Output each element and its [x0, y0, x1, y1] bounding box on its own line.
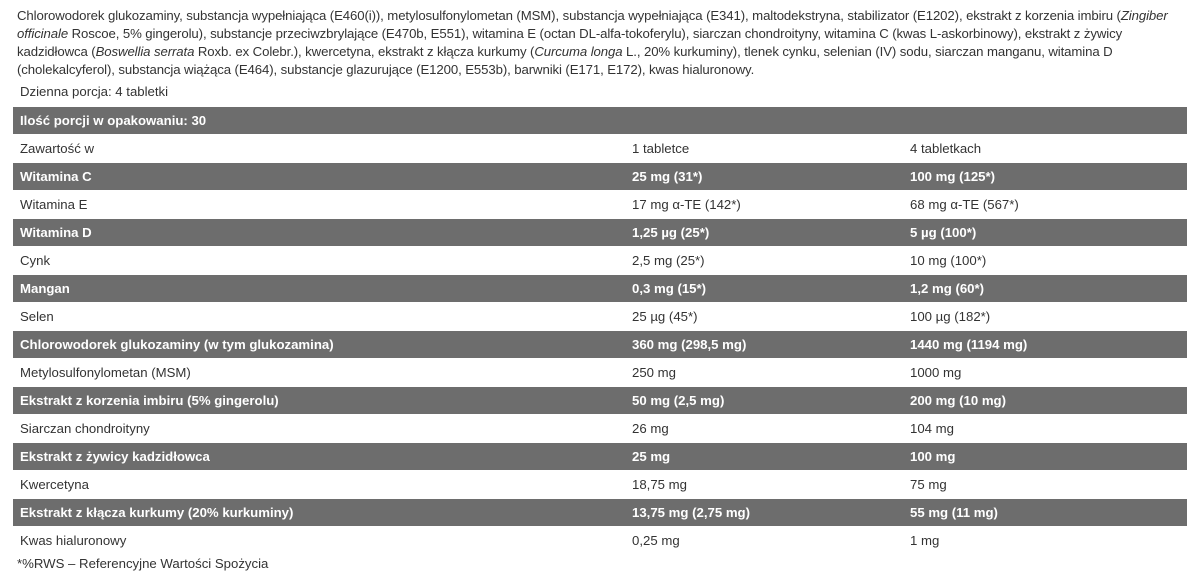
table-header-row: Zawartość w 1 tabletce 4 tabletkach [13, 135, 1187, 163]
amount-per-4-tablets: 1,2 mg (60*) [910, 281, 985, 296]
amount-per-4-tablets: 10 mg (100*) [910, 253, 987, 268]
ingredient-text-segment: L., 20% kurkuminy), tlenek cynku, seleni… [17, 44, 1113, 77]
header-cell: 1 tabletce [632, 141, 690, 156]
amount-per-4-tablets: 200 mg (10 mg) [910, 393, 1007, 408]
table-row: Siarczan chondroityny 26 mg 104 mg [13, 415, 1187, 443]
amount-per-tablet: 18,75 mg [632, 477, 687, 492]
table-row: Mangan 0,3 mg (15*) 1,2 mg (60*) [13, 275, 1187, 303]
ingredient-latin-name: Boswellia serrata [95, 44, 195, 59]
amount-per-4-tablets: 1000 mg [910, 365, 962, 380]
ingredient-text-segment: Roxb. ex Colebr.), kwercetyna, ekstrakt … [194, 44, 535, 59]
amount-per-4-tablets: 75 mg [910, 477, 947, 492]
amount-per-tablet: 2,5 mg (25*) [632, 253, 705, 268]
amount-per-4-tablets: 5 µg (100*) [910, 225, 977, 240]
nutrient-name: Chlorowodorek glukozaminy (w tym glukoza… [20, 337, 334, 352]
header-cell: Zawartość w [20, 141, 95, 156]
amount-per-tablet: 25 mg [632, 449, 671, 464]
amount-per-tablet: 25 mg (31*) [632, 169, 703, 184]
amount-per-tablet: 50 mg (2,5 mg) [632, 393, 725, 408]
nutrient-name: Ekstrakt z korzenia imbiru (5% gingerolu… [20, 393, 279, 408]
nutrient-name: Selen [20, 309, 54, 324]
ingredient-latin-name: Zingiber officinale [17, 8, 1168, 41]
ingredient-text-segment: Roscoe, 5% gingerolu), substancje przeci… [17, 26, 1123, 59]
amount-per-4-tablets: 55 mg (11 mg) [910, 505, 998, 520]
amount-per-tablet: 250 mg [632, 365, 676, 380]
daily-portion: Dzienna porcja: 4 tabletki [20, 84, 169, 99]
table-row: Kwercetyna 18,75 mg 75 mg [13, 471, 1187, 499]
nutrition-table: Ilość porcji w opakowaniu: 30 Zawartość … [13, 107, 1187, 555]
amount-per-4-tablets: 100 µg (182*) [910, 309, 991, 324]
table-row: Witamina D 1,25 µg (25*) 5 µg (100*) [13, 219, 1187, 247]
table-row: Selen 25 µg (45*) 100 µg (182*) [13, 303, 1187, 331]
table-row: Kwas hialuronowy 0,25 mg 1 mg [13, 527, 1187, 555]
table-row: Cynk 2,5 mg (25*) 10 mg (100*) [13, 247, 1187, 275]
amount-per-tablet: 13,75 mg (2,75 mg) [632, 505, 751, 520]
amount-per-tablet: 360 mg (298,5 mg) [632, 337, 747, 352]
ingredient-text-segment: Chlorowodorek glukozaminy, substancja wy… [17, 8, 1121, 23]
nutrient-name: Ekstrakt z kłącza kurkumy (20% kurkuminy… [20, 505, 294, 520]
nutrient-name: Witamina E [20, 197, 88, 212]
amount-per-tablet: 25 µg (45*) [632, 309, 698, 324]
footnote: *%RWS – Referencyjne Wartości Spożycia [17, 556, 269, 571]
table-row: Ekstrakt z korzenia imbiru (5% gingerolu… [13, 387, 1187, 415]
amount-per-4-tablets: 1440 mg (1194 mg) [910, 337, 1028, 352]
nutrient-name: Cynk [20, 253, 51, 268]
nutrient-name: Metylosulfonylometan (MSM) [20, 365, 191, 380]
table-title-row: Ilość porcji w opakowaniu: 30 [13, 107, 1187, 135]
ingredients-text: Chlorowodorek glukozaminy, substancja wy… [17, 7, 1187, 79]
table-row: Ekstrakt z żywicy kadzidłowca 25 mg 100 mg [13, 443, 1187, 471]
nutrient-name: Siarczan chondroityny [20, 421, 150, 436]
amount-per-tablet: 1,25 µg (25*) [632, 225, 710, 240]
table-row: Chlorowodorek glukozaminy (w tym glukoza… [13, 331, 1187, 359]
ingredient-latin-name: Curcuma longa [534, 44, 623, 59]
table-title: Ilość porcji w opakowaniu: 30 [20, 113, 207, 128]
nutrient-name: Kwas hialuronowy [20, 533, 127, 548]
amount-per-tablet: 0,25 mg [632, 533, 680, 548]
table-row: Metylosulfonylometan (MSM) 250 mg 1000 mg [13, 359, 1187, 387]
amount-per-4-tablets: 104 mg [910, 421, 954, 436]
amount-per-4-tablets: 68 mg α-TE (567*) [910, 197, 1019, 212]
table-row: Witamina C 25 mg (31*) 100 mg (125*) [13, 163, 1187, 191]
nutrient-name: Kwercetyna [20, 477, 89, 492]
amount-per-tablet: 0,3 mg (15*) [632, 281, 707, 296]
table-row: Witamina E 17 mg α-TE (142*) 68 mg α-TE (5… [13, 191, 1187, 219]
amount-per-4-tablets: 1 mg [910, 533, 940, 548]
table-row: Ekstrakt z kłącza kurkumy (20% kurkuminy… [13, 499, 1187, 527]
nutrient-name: Mangan [20, 281, 70, 296]
amount-per-4-tablets: 100 mg (125*) [910, 169, 996, 184]
header-cell: 4 tabletkach [910, 141, 982, 156]
nutrient-name: Witamina D [20, 225, 92, 240]
nutrient-name: Ekstrakt z żywicy kadzidłowca [20, 449, 210, 464]
nutrient-name: Witamina C [20, 169, 92, 184]
amount-per-tablet: 26 mg [632, 421, 669, 436]
amount-per-4-tablets: 100 mg [910, 449, 956, 464]
amount-per-tablet: 17 mg α-TE (142*) [632, 197, 741, 212]
